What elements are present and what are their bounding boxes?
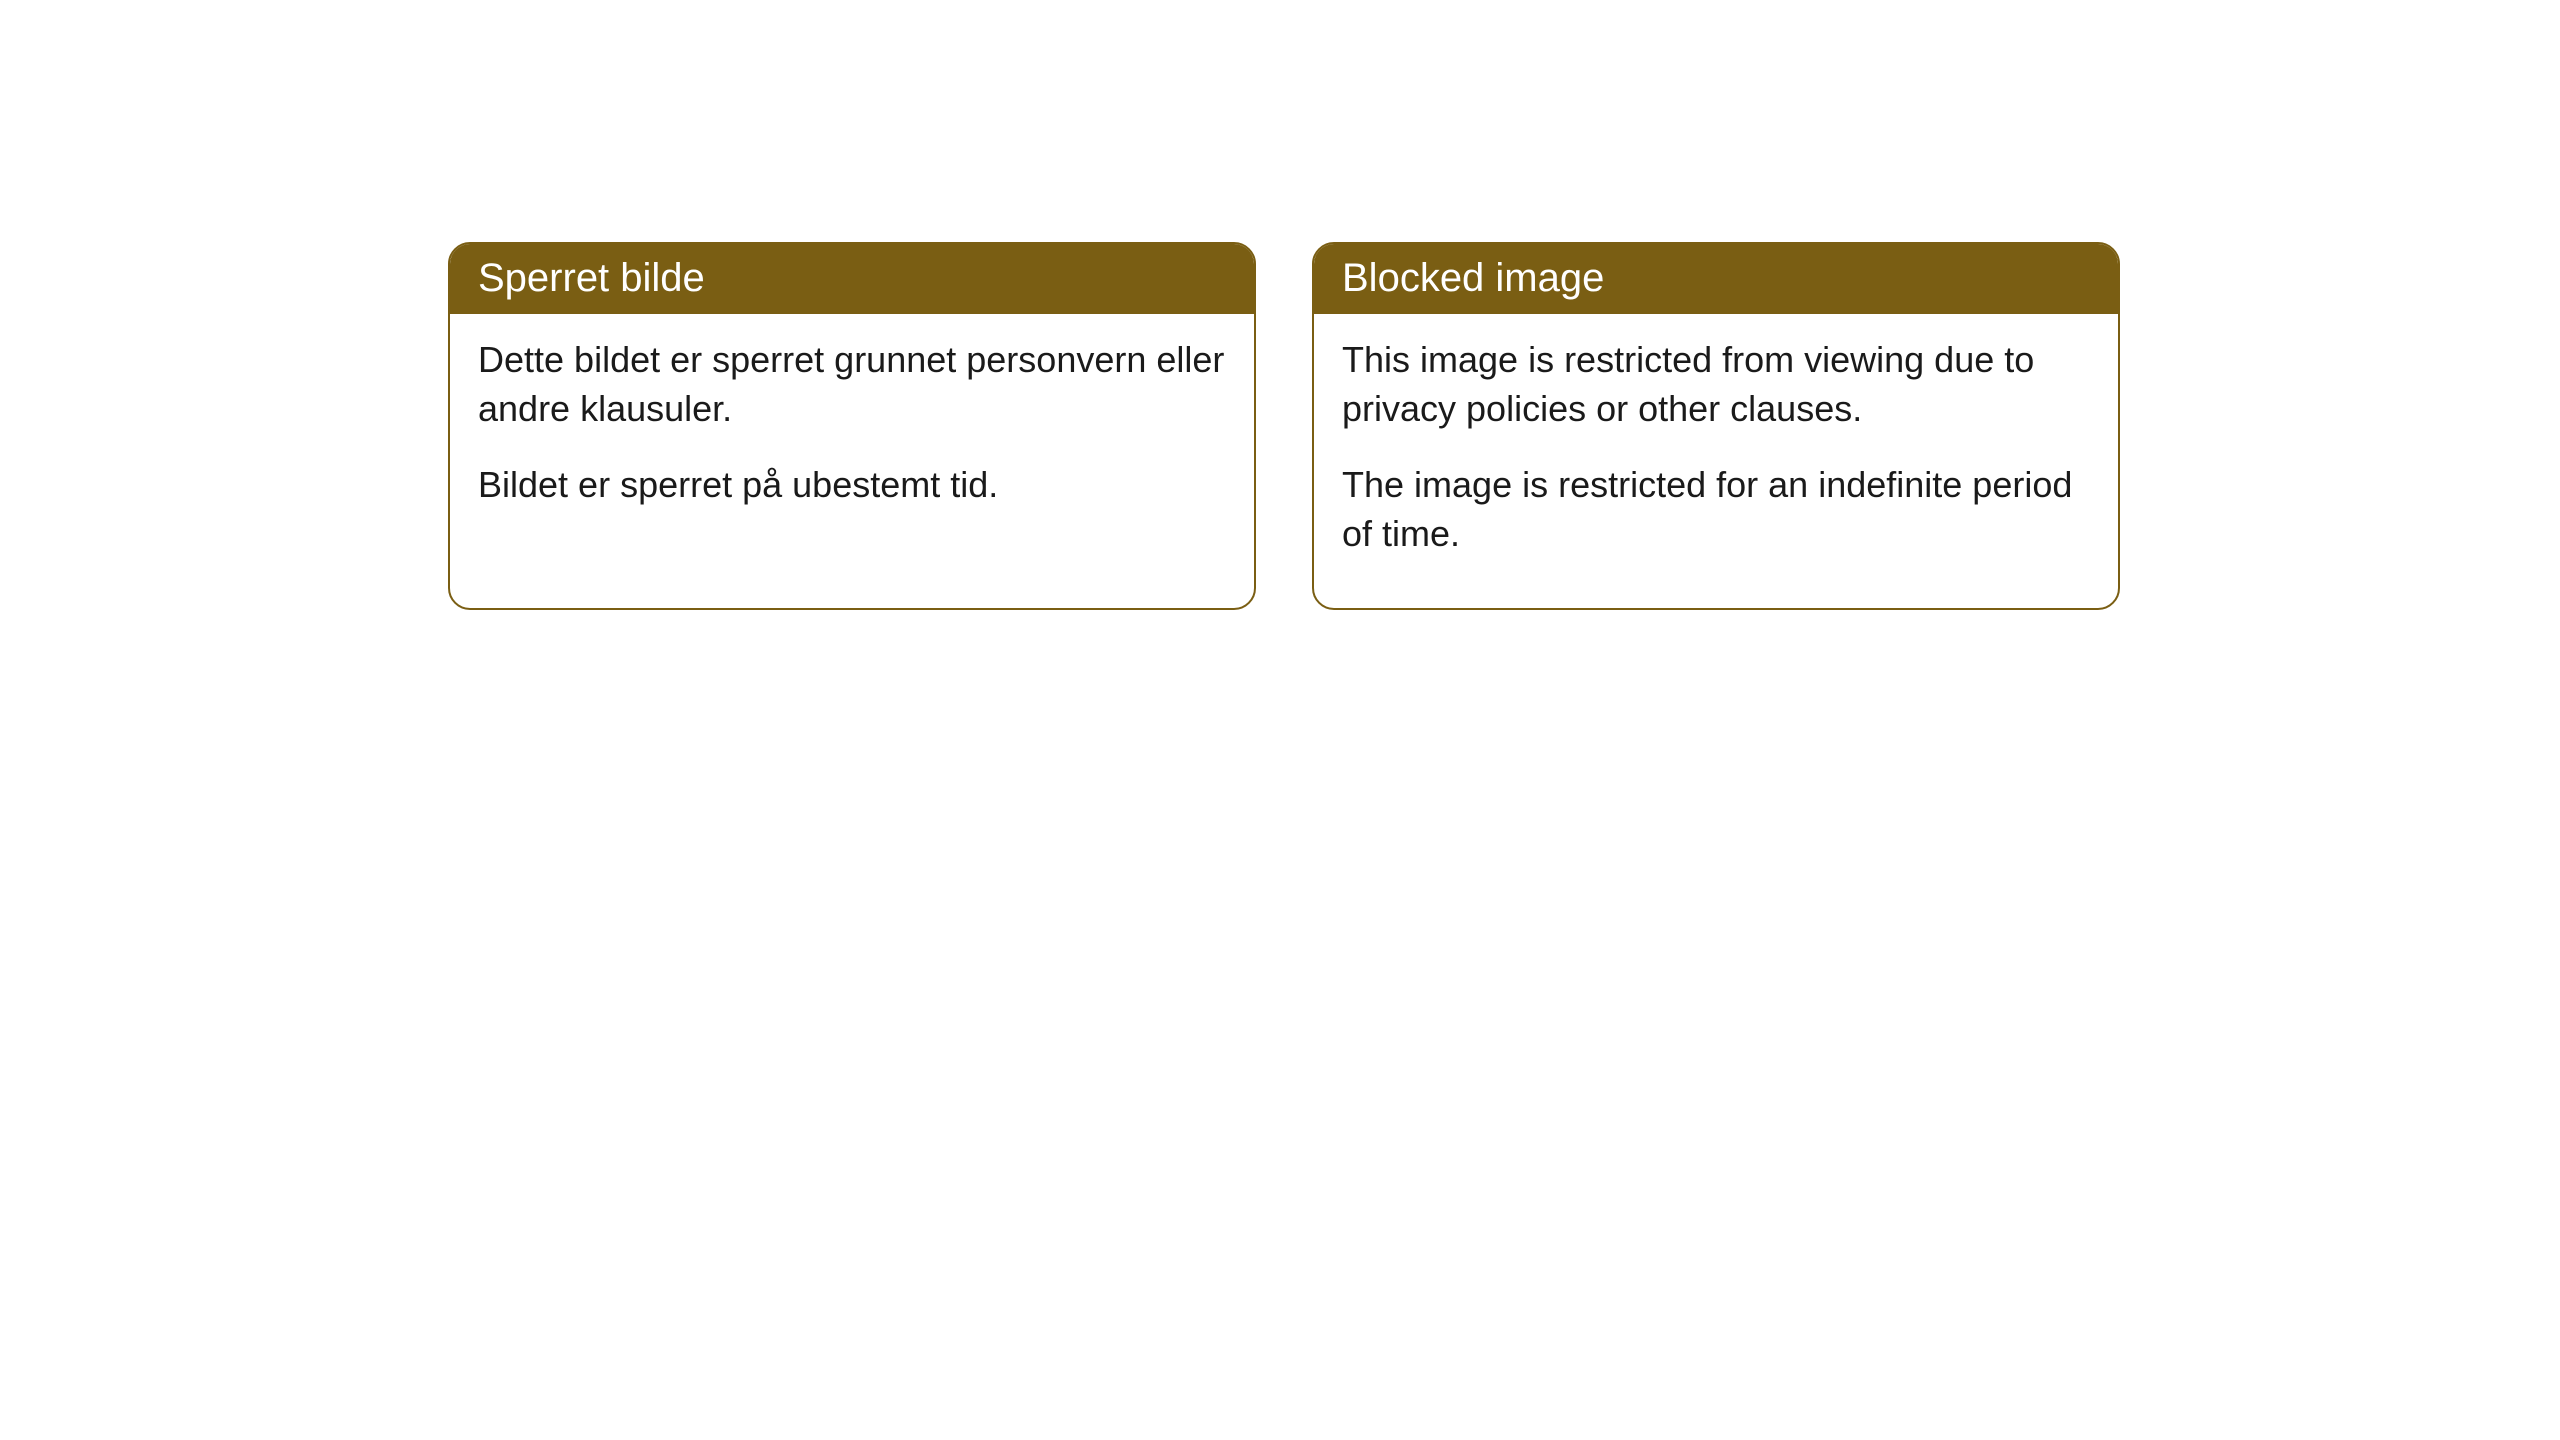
card-para2-english: The image is restricted for an indefinit… bbox=[1342, 461, 2090, 558]
card-body-english: This image is restricted from viewing du… bbox=[1314, 314, 2118, 608]
card-header-english: Blocked image bbox=[1314, 244, 2118, 314]
card-para1-english: This image is restricted from viewing du… bbox=[1342, 336, 2090, 433]
cards-container: Sperret bilde Dette bildet er sperret gr… bbox=[448, 242, 2560, 610]
card-body-norwegian: Dette bildet er sperret grunnet personve… bbox=[450, 314, 1254, 560]
card-norwegian: Sperret bilde Dette bildet er sperret gr… bbox=[448, 242, 1256, 610]
card-header-norwegian: Sperret bilde bbox=[450, 244, 1254, 314]
card-para1-norwegian: Dette bildet er sperret grunnet personve… bbox=[478, 336, 1226, 433]
card-english: Blocked image This image is restricted f… bbox=[1312, 242, 2120, 610]
card-para2-norwegian: Bildet er sperret på ubestemt tid. bbox=[478, 461, 1226, 510]
